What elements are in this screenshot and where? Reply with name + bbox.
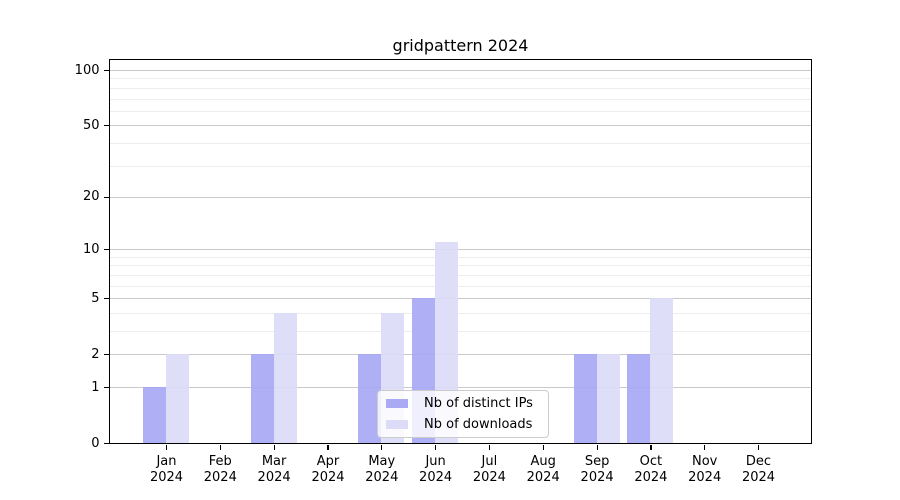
x-tick-label-oct: Oct 2024: [634, 453, 668, 486]
x-tick-label-jan: Jan 2024: [149, 453, 184, 486]
x-tick-label-apr: Apr 2024: [311, 453, 345, 486]
y-tick-100: [104, 69, 110, 72]
gridline-minor-7: [110, 274, 811, 276]
gridline-major-100: [110, 70, 811, 71]
bar-downloads-mar: [273, 312, 297, 443]
gridline-major-1: [110, 387, 811, 388]
gridline-minor-60: [110, 110, 811, 112]
bar-ips-sep: [573, 354, 597, 443]
gridline-minor-70: [110, 98, 811, 100]
bar-downloads-sep: [596, 354, 620, 443]
y-tick-label-2: 2: [91, 346, 100, 362]
x-tick-jul: [488, 445, 491, 450]
x-tick-mar: [273, 445, 275, 450]
x-tick-label-dec: Dec 2024: [741, 453, 776, 486]
x-tick-may: [381, 445, 383, 450]
bar-downloads-oct: [650, 298, 674, 443]
x-tick-oct: [650, 445, 652, 450]
gridline-major-2: [110, 354, 811, 356]
y-tick-5: [104, 298, 110, 300]
bar-ips-jan: [143, 387, 166, 443]
x-tick-label-feb: Feb 2024: [203, 453, 237, 486]
legend-item-downloads: Nb of downloads: [378, 416, 548, 434]
legend: Nb of distinct IPs Nb of downloads: [377, 390, 549, 438]
gridline-minor-6: [110, 285, 811, 287]
x-tick-label-mar: Mar 2024: [257, 453, 291, 486]
gridline-minor-40: [110, 142, 811, 144]
x-tick-label-jun: Jun 2024: [419, 453, 453, 486]
bar-downloads-jan: [166, 354, 189, 443]
x-tick-label-aug: Aug 2024: [526, 453, 560, 486]
legend-swatch-distinct-ips: [386, 399, 408, 408]
x-tick-jun: [435, 445, 437, 450]
x-tick-jan: [165, 445, 168, 450]
x-tick-label-jul: Jul 2024: [472, 453, 506, 486]
y-tick-label-5: 5: [91, 290, 100, 306]
plot-area: Nb of distinct IPs Nb of downloads: [109, 59, 812, 444]
y-tick-1: [104, 386, 110, 389]
y-tick-label-20: 20: [82, 189, 100, 205]
gridline-minor-30: [110, 165, 811, 167]
x-tick-aug: [542, 445, 544, 450]
x-tick-label-may: May 2024: [365, 453, 399, 486]
gridline-major-50: [110, 125, 811, 127]
gridline-minor-3: [110, 331, 811, 332]
y-tick-10: [104, 249, 110, 251]
y-tick-20: [104, 196, 110, 199]
y-tick-label-0: 0: [91, 435, 100, 451]
x-tick-apr: [327, 445, 329, 450]
bar-ips-mar: [250, 354, 274, 443]
legend-swatch-downloads: [386, 420, 408, 429]
x-tick-dec: [757, 445, 760, 450]
y-tick-label-50: 50: [82, 117, 100, 133]
bar-ips-oct: [627, 354, 651, 443]
gridline-minor-80: [110, 87, 811, 89]
y-tick-0: [104, 442, 110, 445]
bar-ips-may: [358, 354, 382, 443]
gridline-major-5: [110, 298, 811, 300]
y-tick-label-10: 10: [82, 241, 100, 257]
gridline-minor-9: [110, 256, 811, 258]
gridline-minor-4: [110, 312, 811, 314]
x-tick-nov: [704, 445, 706, 450]
x-tick-label-nov: Nov 2024: [688, 453, 722, 486]
x-tick-sep: [596, 445, 598, 450]
y-tick-label-1: 1: [91, 379, 100, 395]
legend-label-downloads: Nb of downloads: [424, 416, 533, 432]
x-tick-label-sep: Sep 2024: [580, 453, 614, 486]
y-tick-50: [104, 125, 110, 127]
y-tick-label-100: 100: [74, 62, 100, 78]
y-tick-2: [104, 354, 110, 356]
gridline-major-20: [110, 196, 811, 198]
gridline-major-10: [110, 249, 811, 251]
gridline-minor-8: [110, 265, 811, 267]
legend-label-distinct-ips: Nb of distinct IPs: [424, 395, 533, 411]
chart-title: gridpattern 2024: [392, 36, 529, 55]
x-tick-feb: [219, 445, 221, 450]
legend-item-distinct-ips: Nb of distinct IPs: [378, 395, 548, 413]
gridline-minor-90: [110, 78, 811, 80]
